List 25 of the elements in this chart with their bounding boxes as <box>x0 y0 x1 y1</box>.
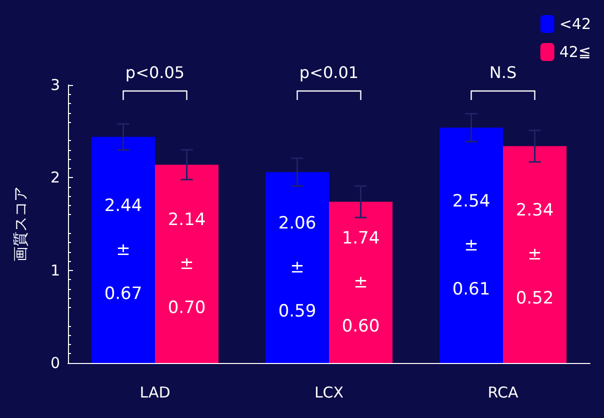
y-axis-title: 画質スコア <box>12 186 30 262</box>
y-tick-label: 2 <box>50 168 60 187</box>
y-tick-label: 1 <box>50 261 60 280</box>
bar <box>91 136 155 363</box>
bar <box>439 128 503 363</box>
bar <box>155 164 219 363</box>
text: 2.54 ± 0.61 <box>452 191 490 300</box>
legend-label: <42 <box>559 15 591 33</box>
text: 2.06 ± 0.59 <box>278 214 316 322</box>
text: 2.44 ± 0.67 <box>104 196 142 304</box>
bar <box>265 172 329 363</box>
text: 1.74 ± 0.60 <box>342 228 380 336</box>
text: N.S <box>489 63 517 82</box>
text: p<0.05 <box>125 63 185 82</box>
x-tick-label: RCA <box>488 384 519 402</box>
text: 2.14 ± 0.70 <box>168 210 206 318</box>
bar <box>329 202 393 363</box>
y-tick-label: 0 <box>50 354 60 372</box>
text: 2.34 ± 0.52 <box>516 200 554 309</box>
bar <box>503 146 567 363</box>
y-tick-label: 3 <box>50 76 60 94</box>
legend-label: 42≦ <box>559 43 591 61</box>
text: p<0.01 <box>299 63 359 82</box>
x-tick-label: LCX <box>314 384 344 402</box>
x-tick-label: LAD <box>140 384 170 402</box>
